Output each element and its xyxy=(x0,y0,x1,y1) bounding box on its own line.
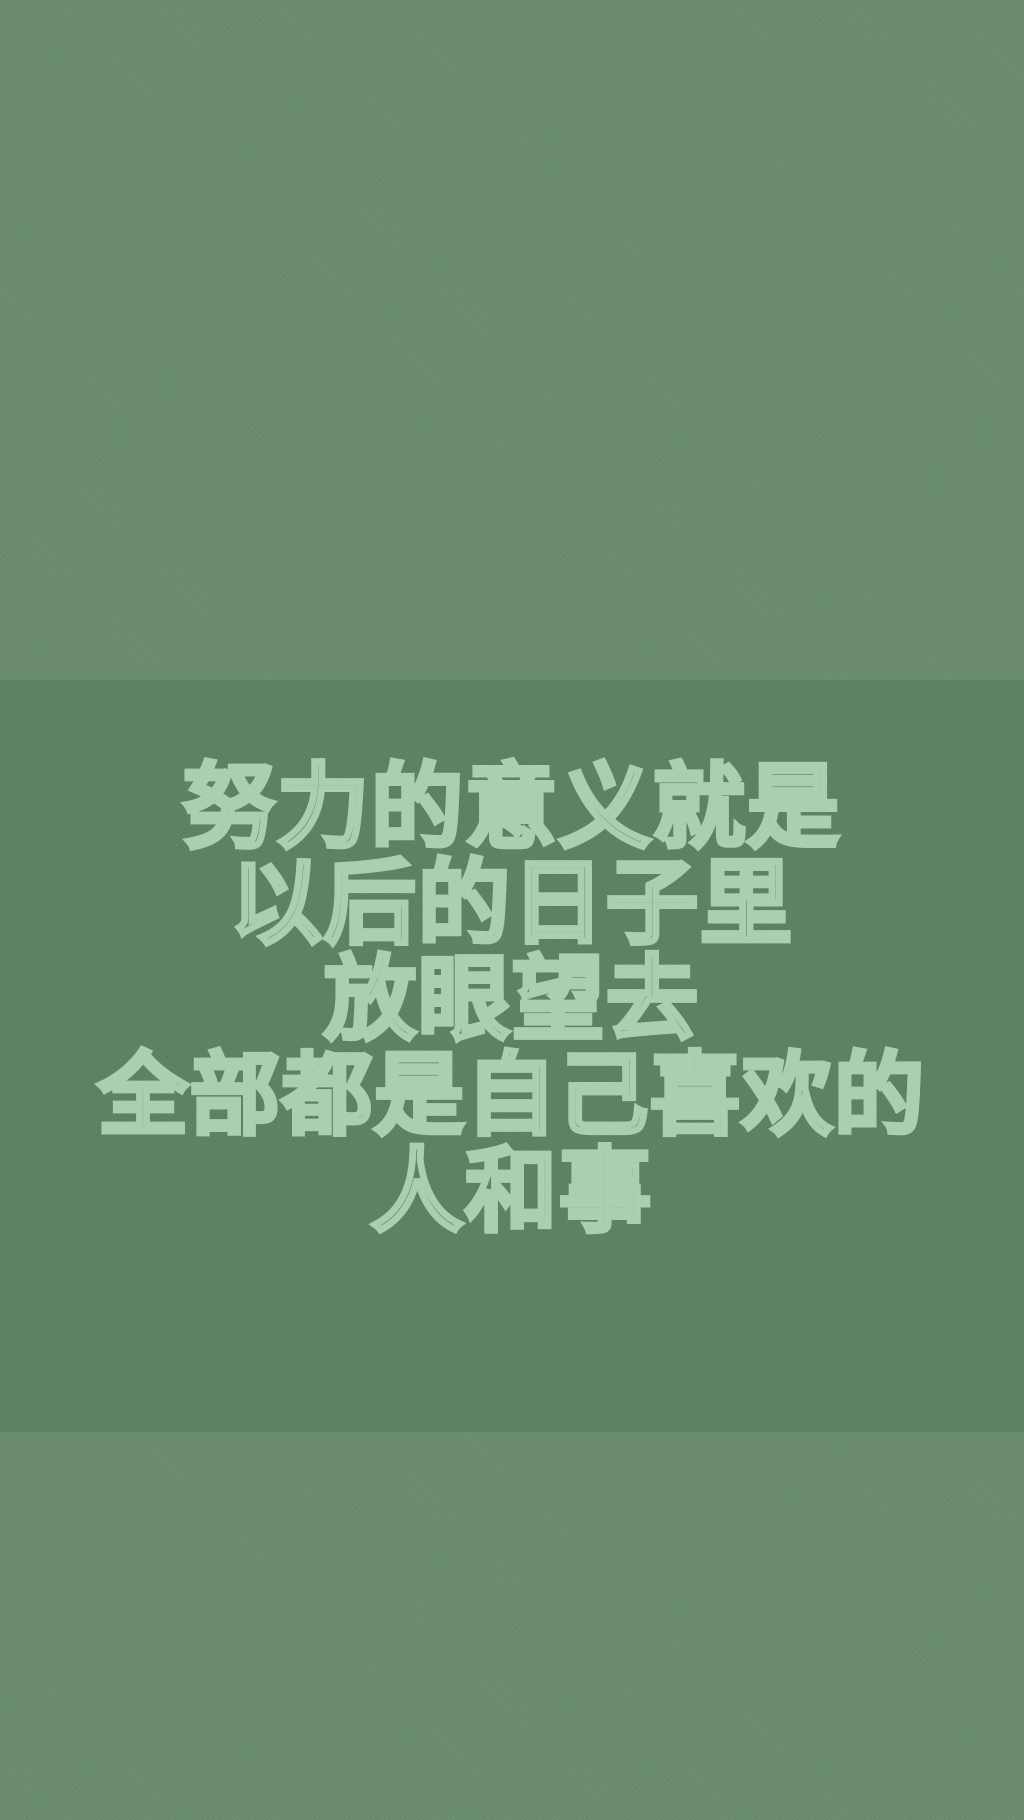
quote-line-5: 人和事 xyxy=(369,1138,653,1245)
quote-text-block: 努力的意义就是 以后的日子里 放眼望去 全部都是自己喜欢的 人和事 xyxy=(0,754,1024,1245)
quote-line-4: 全部都是自己喜欢的 xyxy=(96,1043,926,1148)
quote-line-2: 以后的日子里 xyxy=(228,850,794,957)
quote-line-3: 放眼望去 xyxy=(322,946,700,1053)
quote-band xyxy=(0,680,1024,1432)
quote-line-1: 努力的意义就是 xyxy=(181,754,841,861)
